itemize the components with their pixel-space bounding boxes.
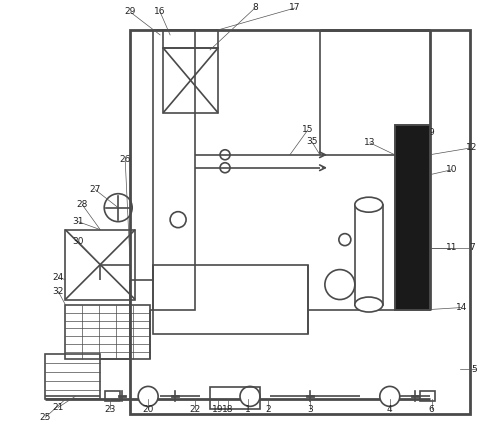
Text: 21: 21 <box>52 403 64 412</box>
Text: 11: 11 <box>446 243 457 252</box>
Bar <box>395 125 430 310</box>
Text: 26: 26 <box>120 155 131 164</box>
Text: 35: 35 <box>306 137 318 146</box>
Circle shape <box>380 386 400 407</box>
Text: 5: 5 <box>472 365 478 374</box>
Text: 10: 10 <box>446 165 457 174</box>
Text: 13: 13 <box>364 138 375 147</box>
Text: 23: 23 <box>105 405 116 414</box>
Text: 28: 28 <box>77 200 88 209</box>
Text: 20: 20 <box>142 405 154 414</box>
Bar <box>105 391 120 401</box>
Text: 30: 30 <box>73 237 84 246</box>
Circle shape <box>240 386 260 407</box>
Text: 6: 6 <box>429 405 435 414</box>
Bar <box>395 125 430 310</box>
Text: 17: 17 <box>289 3 301 13</box>
Ellipse shape <box>355 297 383 312</box>
Text: 24: 24 <box>53 273 64 282</box>
Text: 4: 4 <box>387 405 393 414</box>
Text: 27: 27 <box>89 185 101 194</box>
Bar <box>65 230 135 299</box>
Bar <box>210 387 260 409</box>
Bar <box>163 48 218 113</box>
Text: 14: 14 <box>456 303 467 312</box>
Bar <box>163 30 218 48</box>
Text: 7: 7 <box>469 243 475 252</box>
Text: 29: 29 <box>124 8 136 16</box>
Text: 8: 8 <box>252 3 258 13</box>
Bar <box>153 30 195 310</box>
Bar <box>65 305 150 360</box>
Text: 16: 16 <box>155 8 166 16</box>
Bar <box>355 205 383 305</box>
Text: 31: 31 <box>73 217 84 226</box>
Bar <box>130 30 470 415</box>
Text: 1: 1 <box>245 405 251 414</box>
Text: 12: 12 <box>466 143 477 152</box>
Text: 22: 22 <box>190 405 201 414</box>
Text: 9: 9 <box>429 128 435 137</box>
Bar <box>153 265 308 335</box>
Circle shape <box>138 386 158 407</box>
Text: 3: 3 <box>307 405 313 414</box>
Bar <box>45 354 100 399</box>
Ellipse shape <box>355 197 383 212</box>
Text: 32: 32 <box>52 287 64 296</box>
Bar <box>420 391 435 401</box>
Text: 2: 2 <box>265 405 271 414</box>
Text: 19: 19 <box>212 405 224 414</box>
Text: 25: 25 <box>40 413 51 422</box>
Text: 15: 15 <box>302 125 314 134</box>
Text: 18: 18 <box>222 405 234 414</box>
